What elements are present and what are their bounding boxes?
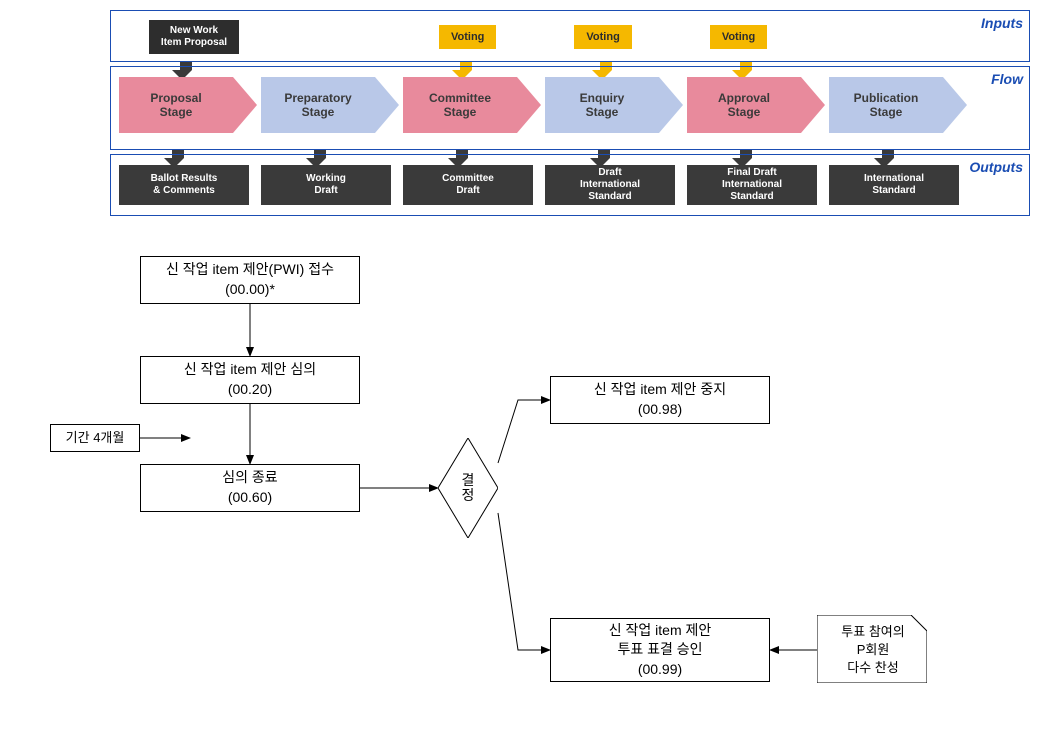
fc-arrow-a6 [498,513,550,650]
stage-proposal: Proposal Stage [119,77,257,133]
fc-box-review-end: 심의 종료(00.60) [140,464,360,512]
lane-inputs-label: Inputs [981,15,1023,31]
lane-flow-label: Flow [991,71,1023,87]
stage-publication-label: Publication Stage [829,77,943,133]
stage-approval-arrowhead [801,77,825,133]
fc-note-majority: 투표 참여의P회원다수 찬성 [818,616,928,684]
stage-proposal-arrowhead [233,77,257,133]
fc-decision-label: 결 정 [438,438,498,538]
stage-committee-label: Committee Stage [403,77,517,133]
output-cd: Committee Draft [403,165,533,205]
stage-preparatory-arrowhead [375,77,399,133]
stage-committee-arrowhead [517,77,541,133]
output-fdis: Final Draft International Standard [687,165,817,205]
lane-inputs: Inputs New Work Item Proposal Voting Vot… [110,10,1030,62]
fc-decision: 결 정 [438,438,498,538]
proposal-stage-flowchart: 신 작업 item 제안(PWI) 접수(00.00)* 신 작업 item 제… [10,256,1010,726]
output-wd: Working Draft [261,165,391,205]
stage-preparatory: Preparatory Stage [261,77,399,133]
output-ballot: Ballot Results & Comments [119,165,249,205]
fc-label-period: 기간 4개월 [50,424,140,452]
fc-box-stop: 신 작업 item 제안 중지(00.98) [550,376,770,424]
voting-box-committee: Voting [439,25,496,49]
lane-outputs: Outputs Ballot Results & Comments Working… [110,154,1030,216]
stages-swimlane-diagram: Inputs New Work Item Proposal Voting Vot… [110,10,1030,216]
nwip-box: New Work Item Proposal [149,20,239,54]
stage-publication-arrowhead [943,77,967,133]
stage-enquiry: Enquiry Stage [545,77,683,133]
voting-box-approval: Voting [710,25,767,49]
stage-approval-label: Approval Stage [687,77,801,133]
fc-box-pwi-receipt: 신 작업 item 제안(PWI) 접수(00.00)* [140,256,360,304]
fc-box-review: 신 작업 item 제안 심의(00.20) [140,356,360,404]
lane-flow: Flow Proposal Stage Preparatory Stage Comm… [110,66,1030,150]
output-is: International Standard [829,165,959,205]
stage-committee: Committee Stage [403,77,541,133]
output-dis: Draft International Standard [545,165,675,205]
stage-publication: Publication Stage [829,77,967,133]
voting-box-enquiry: Voting [574,25,631,49]
lane-outputs-label: Outputs [969,159,1023,175]
stage-preparatory-label: Preparatory Stage [261,77,375,133]
stage-enquiry-arrowhead [659,77,683,133]
stage-proposal-label: Proposal Stage [119,77,233,133]
stage-approval: Approval Stage [687,77,825,133]
stage-enquiry-label: Enquiry Stage [545,77,659,133]
fc-arrow-a5 [498,400,550,463]
fc-box-approve: 신 작업 item 제안투표 표결 승인(00.99) [550,618,770,682]
